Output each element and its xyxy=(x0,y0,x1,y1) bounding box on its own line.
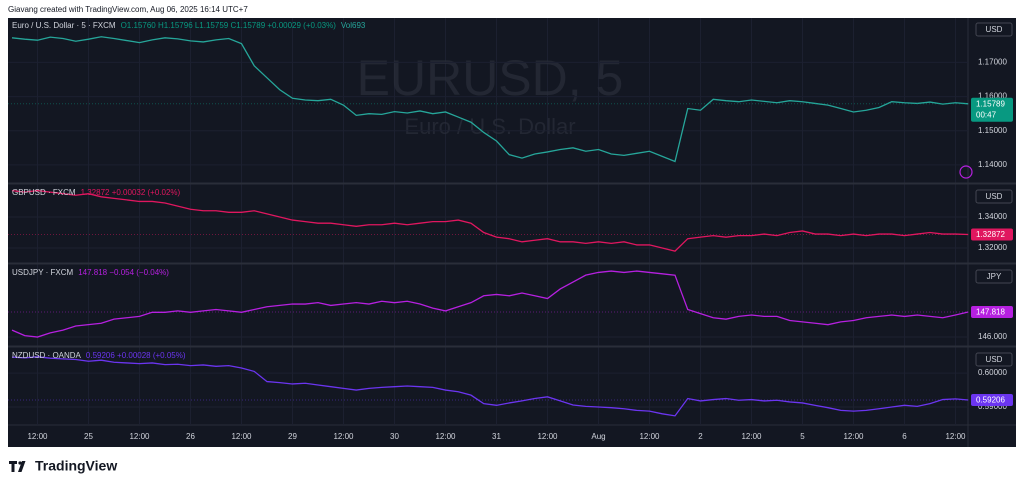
chart-layer: 12:00 25 12:00 26 12:00 29 12:00 30 12:00 31 12:00… xyxy=(8,18,1016,441)
x-tick-label: 25 xyxy=(84,432,93,441)
y-tick-label: 1.32000 xyxy=(978,243,1007,252)
x-tick-label: 12:00 xyxy=(333,432,354,441)
last-price-label: 0.59206 xyxy=(976,396,1005,405)
x-tick-label: 12:00 xyxy=(843,432,864,441)
watermark-subtitle: Euro / U.S. Dollar xyxy=(404,114,575,139)
price-line xyxy=(11,356,969,417)
legend-title: Euro / U.S. Dollar · 5 · FXCM xyxy=(12,21,116,30)
last-price-box xyxy=(971,306,1013,319)
price-line xyxy=(11,36,969,163)
legend-volume: Vol693 xyxy=(341,21,366,30)
x-tick-label: 26 xyxy=(186,432,195,441)
y-tick-label: 1.16000 xyxy=(978,92,1007,101)
legend: GBPUSD · FXCM 1.32872 +0.00032 (+0.02%) xyxy=(12,188,181,197)
last-price-box xyxy=(971,228,1013,241)
y-tick-label: 0.60000 xyxy=(978,368,1007,377)
legend: Euro / U.S. Dollar · 5 · FXCM O1.15760 H1… xyxy=(12,21,366,30)
x-tick-label: 31 xyxy=(492,432,501,441)
x-tick-label: 12:00 xyxy=(537,432,558,441)
countdown: 00:47 xyxy=(976,110,997,119)
price-line xyxy=(11,270,969,338)
x-tick-label: 30 xyxy=(390,432,399,441)
x-tick-label: 12:00 xyxy=(639,432,660,441)
currency-button[interactable] xyxy=(975,269,1013,284)
y-tick-label: 1.15000 xyxy=(978,126,1007,135)
currency-button[interactable] xyxy=(975,189,1013,204)
price-line xyxy=(11,189,969,252)
legend-values: 0.59206 +0.00028 (+0.05%) xyxy=(86,351,186,360)
x-tick-label: Aug xyxy=(591,432,605,441)
legend-title: USDJPY · FXCM xyxy=(12,268,74,277)
legend-values: O1.15760 H1.15796 L1.15759 C1.15789 +0.0… xyxy=(121,21,337,30)
y-tick-label: 1.17000 xyxy=(978,58,1007,67)
y-tick-label: 1.14000 xyxy=(978,160,1007,169)
last-price-label: 1.15789 xyxy=(976,99,1005,108)
watermark: EURUSD, 5 xyxy=(357,50,624,106)
currency-label: JPY xyxy=(987,272,1002,281)
currency-label: USD xyxy=(986,192,1003,201)
x-tick-label: 12:00 xyxy=(945,432,966,441)
legend-values: 147.818 −0.054 (−0.04%) xyxy=(78,268,169,277)
y-tick-label: 0.59000 xyxy=(978,402,1007,411)
legend: USDJPY · FXCM 147.818 −0.054 (−0.04%) xyxy=(12,268,169,277)
currency-button[interactable] xyxy=(975,22,1013,37)
last-price-box xyxy=(971,394,1013,407)
chart-background xyxy=(8,18,1016,447)
legend: NZDUSD · OANDA 0.59206 +0.00028 (+0.05%) xyxy=(12,351,186,360)
currency-label: USD xyxy=(986,25,1003,34)
x-tick-label: 12:00 xyxy=(435,432,456,441)
credit: Giavang created with TradingView.com, Au… xyxy=(8,5,248,14)
x-tick-label: 29 xyxy=(288,432,297,441)
legend-values: 1.32872 +0.00032 (+0.02%) xyxy=(81,188,181,197)
brand-logo: TradingView xyxy=(9,458,117,474)
currency-label: USD xyxy=(986,355,1003,364)
x-tick-label: 12:00 xyxy=(129,432,150,441)
y-tick-label: 146.000 xyxy=(978,332,1007,341)
last-price-label: 1.32872 xyxy=(976,230,1005,239)
x-tick-label: 5 xyxy=(800,432,805,441)
x-tick-label: 2 xyxy=(698,432,703,441)
brand-name: TradingView xyxy=(35,458,117,474)
replay-icon[interactable] xyxy=(959,165,973,179)
x-tick-label: 6 xyxy=(902,432,907,441)
currency-button[interactable] xyxy=(975,352,1013,367)
last-price-box xyxy=(971,97,1013,122)
x-tick-label: 12:00 xyxy=(231,432,252,441)
logo-dot xyxy=(18,461,22,465)
last-price-label: 147.818 xyxy=(976,308,1005,317)
legend-title: GBPUSD · FXCM xyxy=(12,188,76,197)
x-tick-label: 12:00 xyxy=(27,432,48,441)
y-tick-label: 1.34000 xyxy=(978,212,1007,221)
legend-title: NZDUSD · OANDA xyxy=(12,351,82,360)
x-tick-label: 12:00 xyxy=(741,432,762,441)
